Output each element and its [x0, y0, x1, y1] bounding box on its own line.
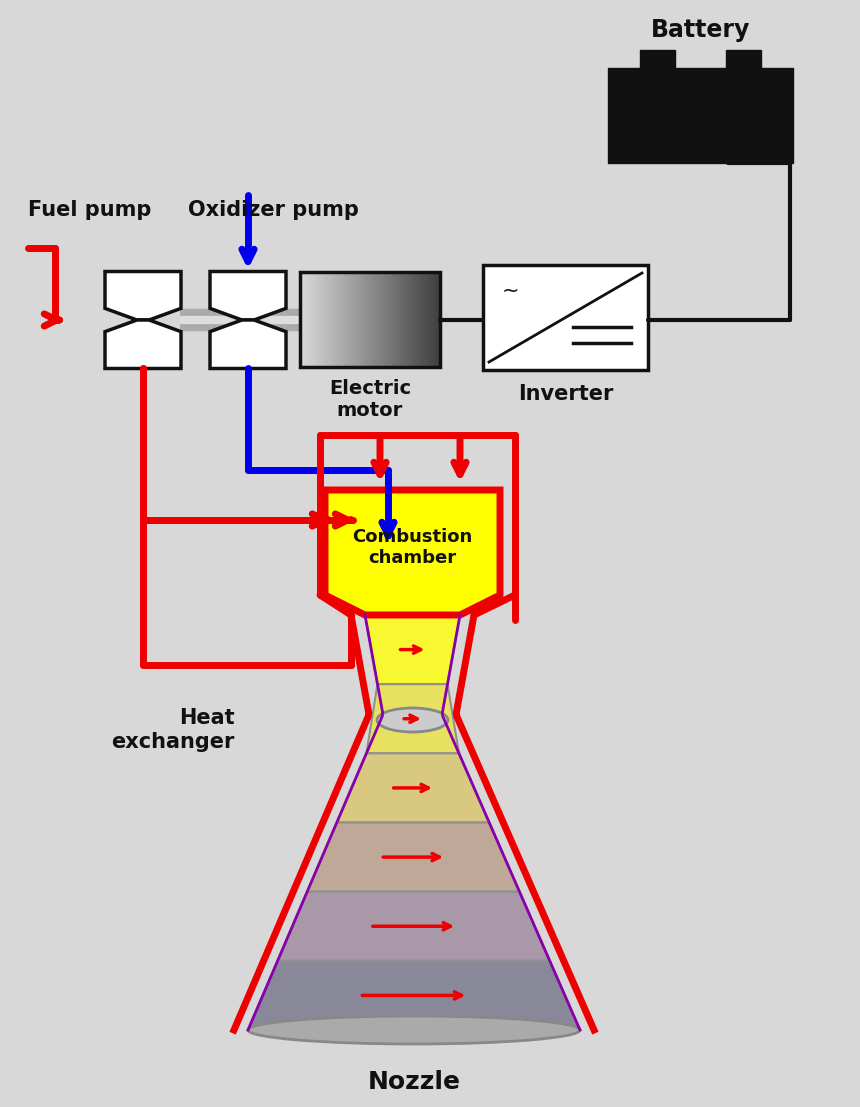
Polygon shape	[210, 271, 286, 320]
Text: Battery: Battery	[651, 18, 750, 42]
Polygon shape	[278, 891, 550, 961]
Bar	[640, 50, 675, 68]
Polygon shape	[337, 754, 489, 823]
Polygon shape	[365, 615, 460, 684]
Polygon shape	[105, 320, 181, 369]
Text: ~: ~	[502, 281, 519, 301]
Text: Oxidizer pump: Oxidizer pump	[188, 200, 359, 220]
Bar	[726, 50, 761, 68]
Ellipse shape	[248, 1016, 580, 1044]
Text: Nozzle: Nozzle	[367, 1070, 460, 1094]
Bar	[300, 272, 440, 368]
Polygon shape	[105, 271, 181, 320]
Polygon shape	[210, 320, 286, 369]
Text: Fuel pump: Fuel pump	[28, 200, 151, 220]
Text: Heat
exchanger: Heat exchanger	[112, 708, 235, 752]
Bar	[483, 265, 648, 370]
Polygon shape	[248, 961, 580, 1030]
Text: Combustion
chamber: Combustion chamber	[353, 528, 473, 567]
Polygon shape	[307, 823, 519, 891]
Ellipse shape	[377, 708, 448, 732]
Text: Electric
motor: Electric motor	[329, 379, 411, 420]
Polygon shape	[325, 490, 500, 615]
Bar	[608, 68, 793, 163]
Polygon shape	[366, 684, 459, 754]
Text: Inverter: Inverter	[518, 384, 613, 404]
